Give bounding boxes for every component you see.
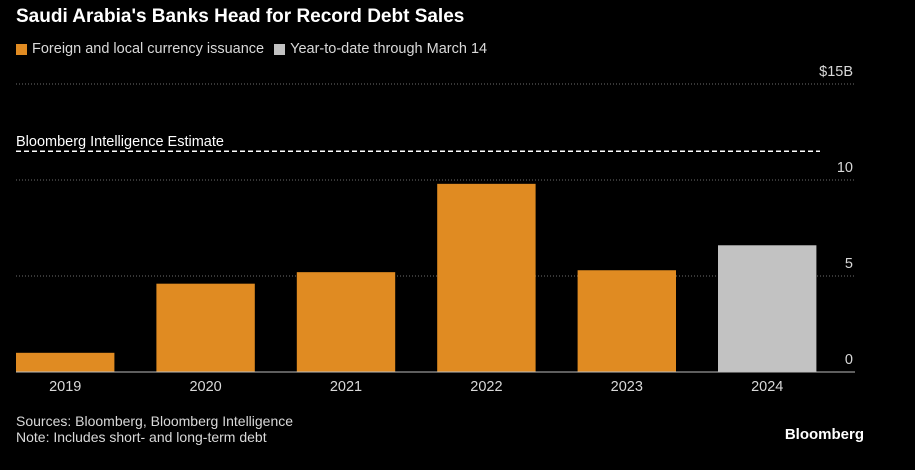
- bar-2022: [437, 183, 536, 372]
- estimate-label: Bloomberg Intelligence Estimate: [16, 134, 224, 150]
- footnotes: Sources: Bloomberg, Bloomberg Intelligen…: [16, 413, 293, 445]
- debt-note: Note: Includes short- and long-term debt: [16, 429, 267, 445]
- y-tick-label-5: 5: [845, 256, 853, 272]
- x-tick-label-2019: 2019: [49, 379, 81, 395]
- bar-2020: [156, 283, 255, 372]
- legend-item-ytd: Year-to-date through March 14: [274, 41, 487, 57]
- bar-2023: [577, 270, 676, 372]
- y-tick-label-15: $15B: [819, 64, 853, 80]
- bar-2024: [718, 245, 817, 372]
- x-tick-label-2021: 2021: [330, 379, 362, 395]
- legend-label-issuance: Foreign and local currency issuance: [32, 41, 265, 57]
- legend: Foreign and local currency issuance Year…: [16, 41, 497, 57]
- x-tick-label-2020: 2020: [189, 379, 221, 395]
- legend-swatch-issuance: [16, 43, 27, 55]
- legend-label-ytd: Year-to-date through March 14: [290, 41, 488, 57]
- x-tick-label-2023: 2023: [611, 379, 643, 395]
- legend-swatch-ytd: [274, 43, 286, 55]
- legend-item-issuance: Foreign and local currency issuance: [16, 41, 264, 57]
- bar-2019: [16, 352, 115, 372]
- chart-title: Saudi Arabia's Banks Head for Record Deb…: [16, 6, 465, 27]
- y-tick-label-0: 0: [845, 352, 853, 368]
- x-tick-label-2022: 2022: [470, 379, 502, 395]
- bar-2021: [296, 272, 396, 372]
- x-tick-label-2024: 2024: [751, 379, 783, 395]
- y-tick-label-10: 10: [837, 160, 853, 176]
- bloomberg-logo: Bloomberg: [784, 426, 864, 443]
- sources-note: Sources: Bloomberg, Bloomberg Intelligen…: [16, 413, 294, 429]
